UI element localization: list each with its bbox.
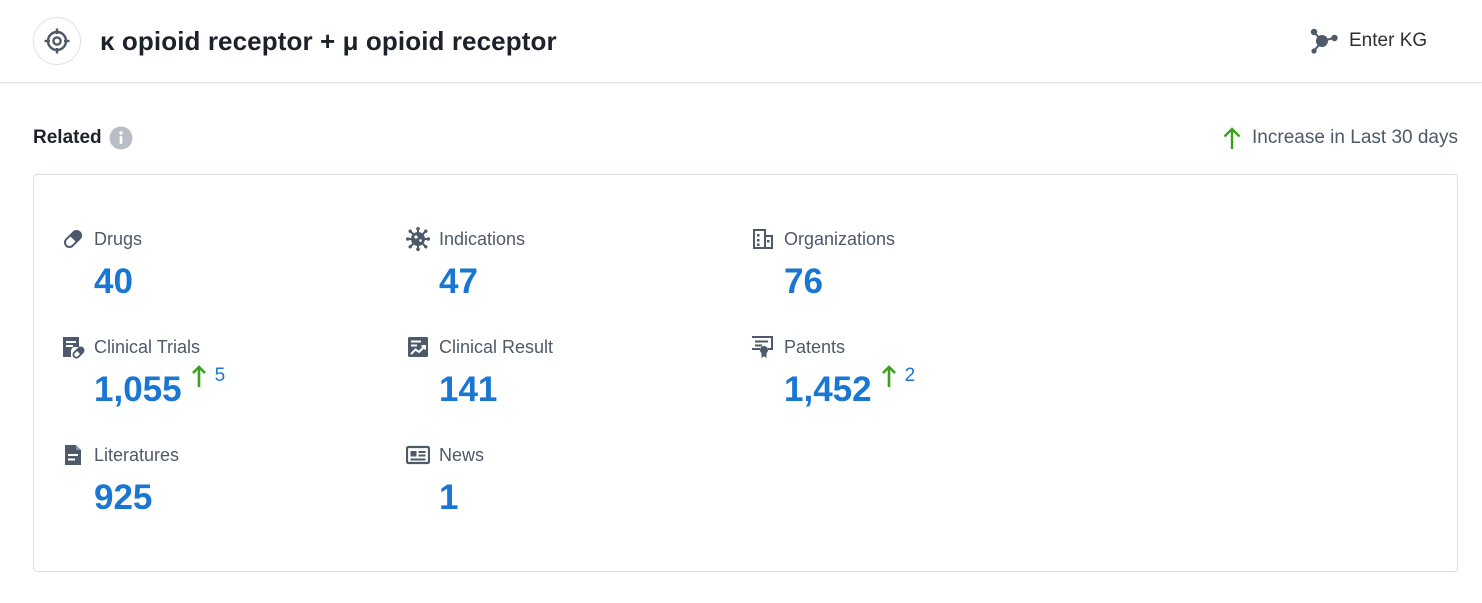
clinical-trial-icon	[61, 335, 85, 359]
increase-count[interactable]: 5	[215, 365, 226, 387]
stat-indications[interactable]: Indications 47	[406, 226, 726, 316]
stat-label: Drugs	[94, 229, 142, 250]
enter-kg-button[interactable]: Enter KG	[1309, 27, 1427, 55]
chart-report-icon	[406, 335, 430, 359]
virus-icon	[406, 227, 430, 251]
stat-literatures[interactable]: Literatures 925	[61, 442, 381, 532]
stat-value[interactable]: 141	[439, 370, 497, 410]
stat-value[interactable]: 1,055	[94, 370, 182, 410]
page-title: κ opioid receptor + μ opioid receptor	[100, 26, 557, 57]
stat-label: News	[439, 445, 484, 466]
stat-drugs[interactable]: Drugs 40	[61, 226, 381, 316]
stat-patents[interactable]: Patents 1,452 2	[751, 334, 1071, 424]
increase-indicator: 5	[191, 364, 226, 388]
stat-label: Clinical Result	[439, 337, 553, 358]
pill-icon	[61, 227, 85, 251]
stat-value[interactable]: 1	[439, 478, 458, 518]
building-icon	[751, 227, 775, 251]
stat-value[interactable]: 47	[439, 262, 478, 302]
stat-clinical-result[interactable]: Clinical Result 141	[406, 334, 726, 424]
increase-count[interactable]: 2	[905, 365, 916, 387]
newspaper-icon	[406, 443, 430, 467]
info-icon[interactable]	[109, 126, 133, 150]
stat-clinical-trials[interactable]: Clinical Trials 1,055 5	[61, 334, 381, 424]
related-header: Related	[33, 125, 133, 151]
stat-news[interactable]: News 1	[406, 442, 726, 532]
arrow-up-icon	[191, 364, 207, 388]
stat-label: Patents	[784, 337, 845, 358]
enter-kg-label: Enter KG	[1349, 30, 1427, 52]
related-title: Related	[33, 127, 102, 149]
arrow-up-icon	[881, 364, 897, 388]
stat-label: Organizations	[784, 229, 895, 250]
stat-label: Indications	[439, 229, 525, 250]
stat-label: Clinical Trials	[94, 337, 200, 358]
stat-organizations[interactable]: Organizations 76	[751, 226, 1071, 316]
stat-value[interactable]: 1,452	[784, 370, 872, 410]
target-icon	[43, 27, 71, 55]
legend-label: Increase in Last 30 days	[1252, 127, 1458, 149]
arrow-up-icon	[1222, 126, 1242, 150]
patent-certificate-icon	[751, 335, 775, 359]
target-badge	[33, 17, 81, 65]
stat-value[interactable]: 40	[94, 262, 133, 302]
document-icon	[61, 443, 85, 467]
stat-value[interactable]: 76	[784, 262, 823, 302]
increase-indicator: 2	[881, 364, 916, 388]
stat-label: Literatures	[94, 445, 179, 466]
stat-value[interactable]: 925	[94, 478, 152, 518]
graph-network-icon	[1309, 27, 1339, 55]
increase-legend: Increase in Last 30 days	[1222, 125, 1458, 151]
top-bar: κ opioid receptor + μ opioid receptor En…	[0, 0, 1482, 83]
related-card: Drugs 40	[33, 174, 1458, 572]
